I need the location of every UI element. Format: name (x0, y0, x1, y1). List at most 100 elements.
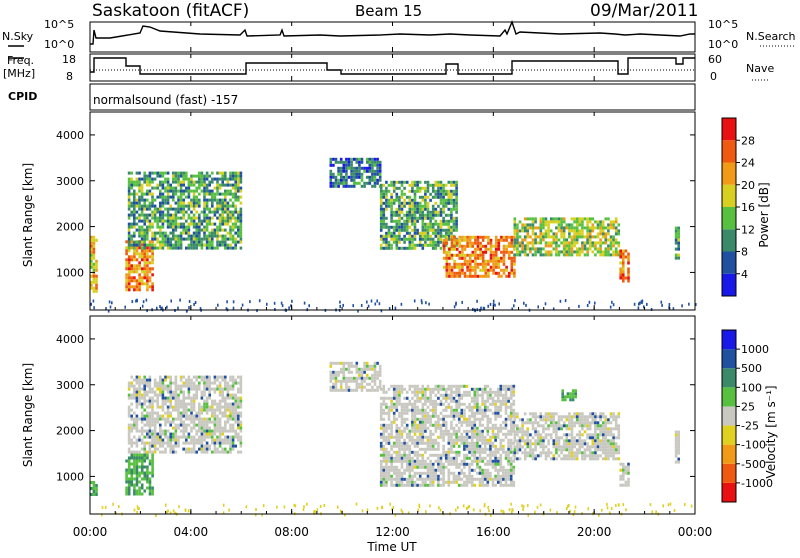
scatter-cell (568, 235, 571, 238)
scatter-cell (393, 466, 396, 469)
scatter-cell (677, 242, 680, 245)
scatter-cell (221, 397, 224, 400)
scatter-cell (188, 226, 191, 229)
scatter-cell (479, 439, 482, 442)
scatter-cell (151, 261, 154, 264)
scatter-cell (149, 415, 152, 418)
scatter-cell (461, 436, 464, 439)
scatter-cell (182, 238, 185, 241)
scatter-cell (138, 187, 141, 190)
scatter-cell (154, 232, 157, 235)
scatter-cell (553, 247, 556, 250)
scatter-cell (481, 439, 484, 442)
scatter-cell (185, 175, 188, 178)
scatter-cell (138, 400, 141, 403)
scatter-cell (513, 385, 516, 388)
scatter-cell (214, 208, 217, 211)
scatter-cell (390, 205, 393, 208)
scatter-cell (422, 454, 425, 457)
scatter-cell (172, 451, 175, 454)
scatter-cell (422, 466, 425, 469)
scatter-cell (482, 269, 485, 272)
scatter-cell (409, 241, 412, 244)
scatter-cell (93, 242, 96, 245)
scatter-cell (221, 388, 224, 391)
scatter-cell (208, 421, 211, 424)
scatter-cell (128, 388, 131, 391)
scatter-cell (361, 377, 364, 380)
scatter-cell (464, 263, 467, 266)
scatter-cell (203, 184, 206, 187)
scatter-cell (489, 454, 492, 457)
scatter-cell (188, 214, 191, 217)
scatter-cell (558, 223, 561, 226)
scatter-cell (366, 383, 369, 386)
scatter-cell (193, 442, 196, 445)
scatter-cell (227, 247, 230, 250)
scatter-cell (151, 487, 154, 490)
scatter-cell (542, 223, 545, 226)
scatter-cell (128, 199, 131, 202)
scatter-cell (169, 445, 172, 448)
scatter-cell (542, 226, 545, 229)
scatter-cell (128, 241, 131, 244)
scatter-cell (172, 226, 175, 229)
scatter-cell (429, 241, 432, 244)
scatter-cell (164, 220, 167, 223)
scatter-cell (468, 457, 471, 460)
scatter-cell (374, 176, 377, 179)
noise-cell (494, 304, 496, 307)
scatter-cell (154, 400, 157, 403)
scatter-cell (510, 397, 513, 400)
scatter-cell (188, 442, 191, 445)
scatter-cell (208, 199, 211, 202)
scatter-cell (146, 478, 149, 481)
scatter-cell (489, 391, 492, 394)
scatter-cell (502, 385, 505, 388)
scatter-cell (492, 430, 495, 433)
scatter-cell (149, 379, 152, 382)
scatter-cell (130, 172, 133, 175)
scatter-cell (409, 409, 412, 412)
scatter-cell (141, 187, 144, 190)
scatter-cell (156, 223, 159, 226)
scatter-cell (208, 184, 211, 187)
noise-cell (421, 301, 423, 304)
scatter-cell (190, 211, 193, 214)
scatter-cell (527, 253, 530, 256)
scatter-cell (380, 388, 383, 391)
scatter-cell (177, 415, 180, 418)
noise-cell (498, 302, 500, 305)
scatter-cell (193, 196, 196, 199)
scatter-cell (138, 376, 141, 379)
scatter-cell (519, 418, 522, 421)
scatter-cell (125, 493, 128, 496)
scatter-cell (476, 442, 479, 445)
scatter-cell (406, 418, 409, 421)
scatter-cell (514, 241, 517, 244)
scatter-cell (388, 466, 391, 469)
scatter-cell (440, 187, 443, 190)
scatter-cell (396, 235, 399, 238)
scatter-cell (385, 475, 388, 478)
scatter-cell (146, 193, 149, 196)
scatter-cell (371, 389, 374, 392)
scatter-cell (237, 217, 240, 220)
scatter-cell (442, 397, 445, 400)
scatter-cell (237, 184, 240, 187)
scatter-cell (159, 376, 162, 379)
scatter-cell (403, 403, 406, 406)
scatter-cell (479, 433, 482, 436)
scatter-cell (185, 448, 188, 451)
scatter-cell (156, 208, 159, 211)
scatter-cell (393, 181, 396, 184)
scatter-cell (353, 182, 356, 185)
scatter-cell (144, 454, 147, 457)
scatter-cell (188, 391, 191, 394)
scatter-cell (521, 250, 524, 253)
scatter-cell (343, 170, 346, 173)
scatter-cell (369, 170, 372, 173)
scatter-cell (450, 457, 453, 460)
scatter-cell (422, 244, 425, 247)
scatter-cell (201, 391, 204, 394)
